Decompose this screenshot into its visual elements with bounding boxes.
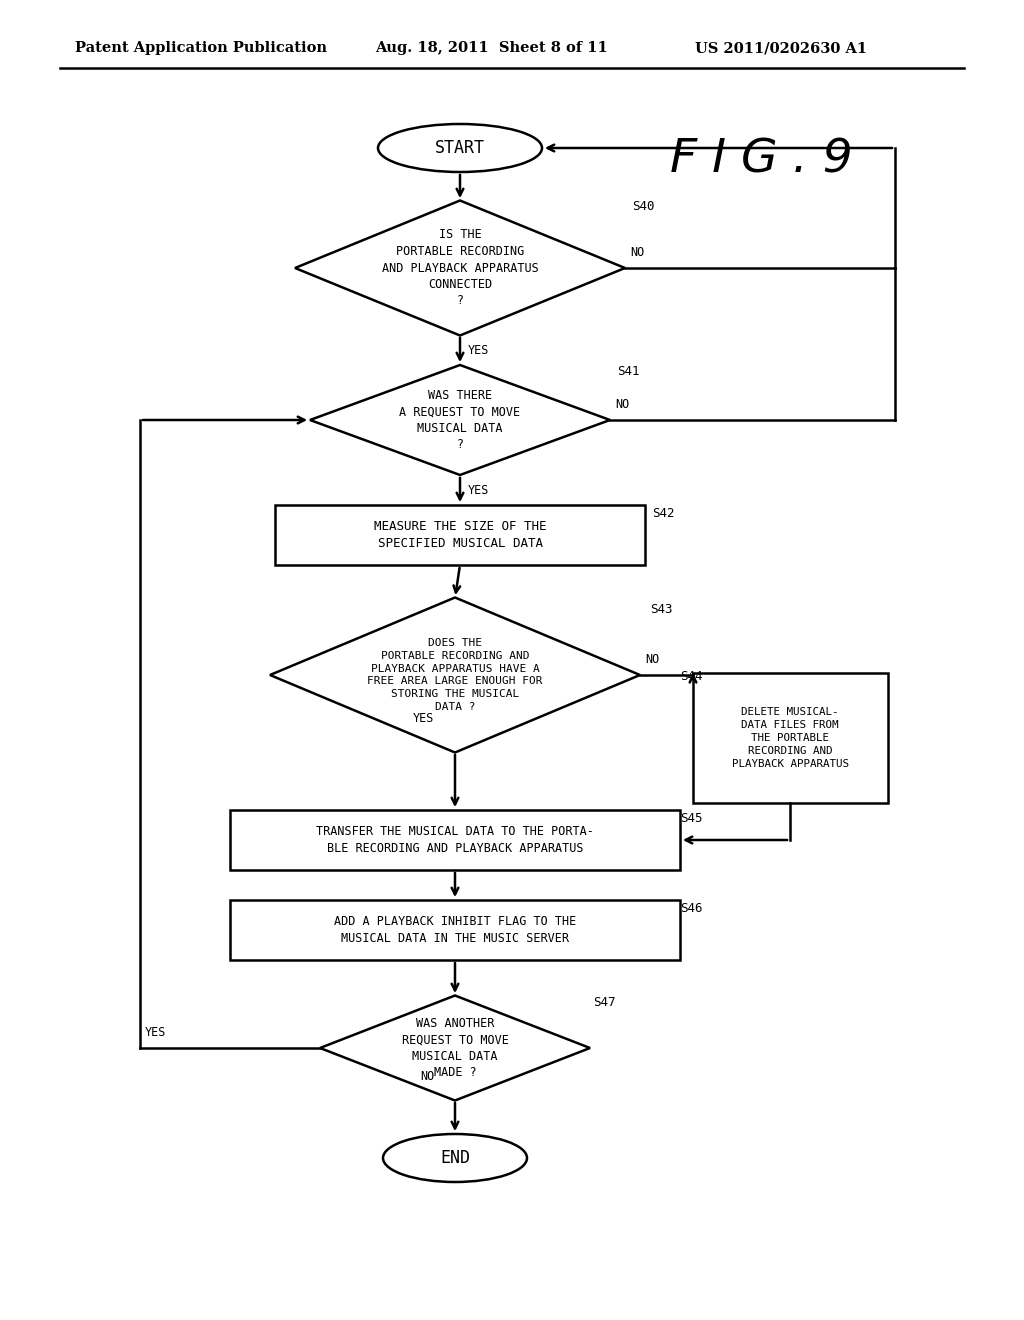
Text: MEASURE THE SIZE OF THE
SPECIFIED MUSICAL DATA: MEASURE THE SIZE OF THE SPECIFIED MUSICA… (374, 520, 546, 550)
Text: WAS THERE
A REQUEST TO MOVE
MUSICAL DATA
?: WAS THERE A REQUEST TO MOVE MUSICAL DATA… (399, 389, 520, 451)
Text: Patent Application Publication: Patent Application Publication (75, 41, 327, 55)
Text: NO: NO (615, 399, 630, 411)
Text: YES: YES (413, 711, 434, 725)
Text: START: START (435, 139, 485, 157)
Text: S47: S47 (593, 997, 615, 1008)
Text: S40: S40 (632, 201, 654, 213)
Text: NO: NO (645, 653, 659, 667)
Text: S41: S41 (617, 366, 640, 378)
Text: S43: S43 (650, 603, 673, 616)
Bar (692, 673, 888, 803)
Text: Aug. 18, 2011  Sheet 8 of 11: Aug. 18, 2011 Sheet 8 of 11 (375, 41, 608, 55)
Text: S45: S45 (680, 812, 702, 825)
Text: YES: YES (468, 343, 489, 356)
Bar (230, 900, 680, 960)
Bar (230, 810, 680, 870)
Text: END: END (440, 1148, 470, 1167)
Text: IS THE
PORTABLE RECORDING
AND PLAYBACK APPARATUS
CONNECTED
?: IS THE PORTABLE RECORDING AND PLAYBACK A… (382, 228, 539, 308)
Text: DELETE MUSICAL-
DATA FILES FROM
THE PORTABLE
RECORDING AND
PLAYBACK APPARATUS: DELETE MUSICAL- DATA FILES FROM THE PORT… (731, 706, 849, 770)
Text: NO: NO (630, 246, 644, 259)
Text: DOES THE
PORTABLE RECORDING AND
PLAYBACK APPARATUS HAVE A
FREE AREA LARGE ENOUGH: DOES THE PORTABLE RECORDING AND PLAYBACK… (368, 638, 543, 711)
Text: S46: S46 (680, 902, 702, 915)
Text: S42: S42 (652, 507, 675, 520)
Text: US 2011/0202630 A1: US 2011/0202630 A1 (695, 41, 867, 55)
Text: TRANSFER THE MUSICAL DATA TO THE PORTA-
BLE RECORDING AND PLAYBACK APPARATUS: TRANSFER THE MUSICAL DATA TO THE PORTA- … (316, 825, 594, 855)
Text: NO: NO (420, 1071, 434, 1082)
Bar (275, 506, 645, 565)
Text: YES: YES (145, 1026, 166, 1039)
Text: ADD A PLAYBACK INHIBIT FLAG TO THE
MUSICAL DATA IN THE MUSIC SERVER: ADD A PLAYBACK INHIBIT FLAG TO THE MUSIC… (334, 915, 577, 945)
Text: S44: S44 (680, 671, 702, 682)
Text: WAS ANOTHER
REQUEST TO MOVE
MUSICAL DATA
MADE ?: WAS ANOTHER REQUEST TO MOVE MUSICAL DATA… (401, 1016, 509, 1080)
Text: YES: YES (468, 483, 489, 496)
Text: F I G . 9: F I G . 9 (670, 137, 853, 182)
